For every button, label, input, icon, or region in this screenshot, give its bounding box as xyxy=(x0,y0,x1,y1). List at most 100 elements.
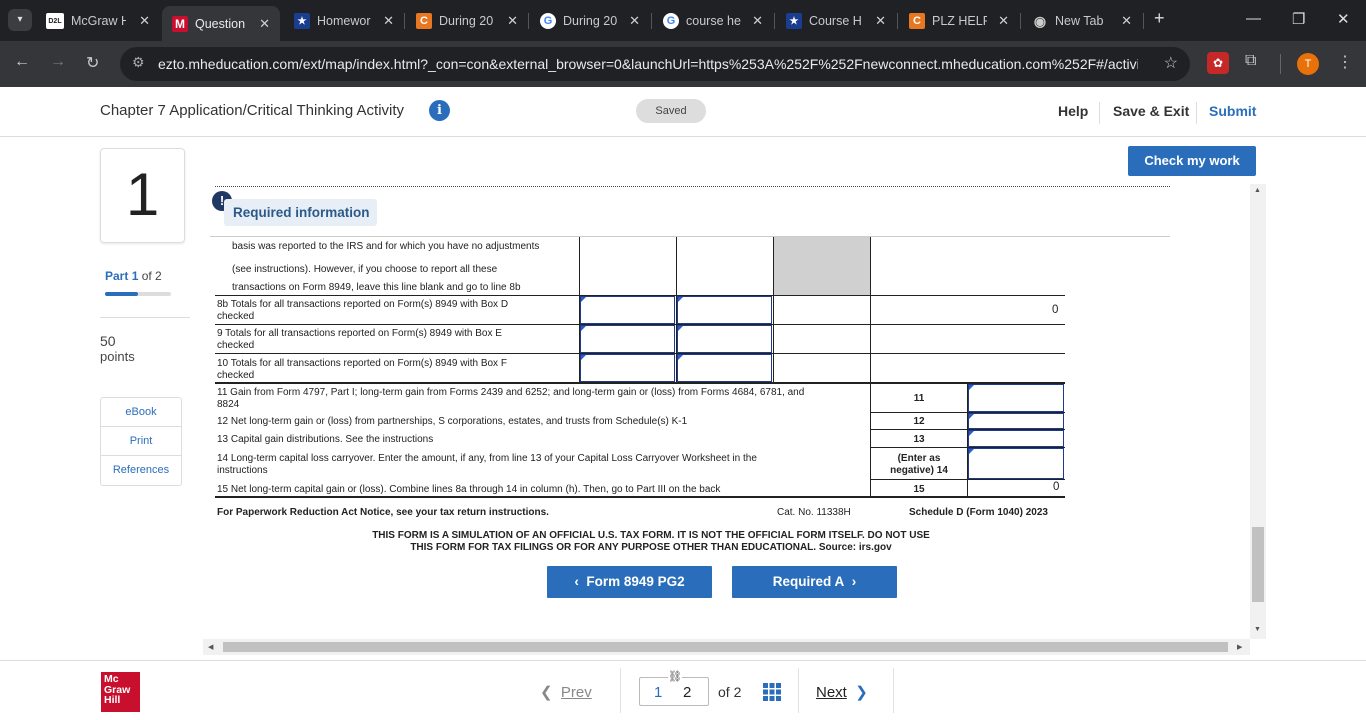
mcgraw-m-icon: M xyxy=(172,15,188,32)
chegg-icon: C xyxy=(416,13,432,29)
line-9-text-2: checked xyxy=(217,340,255,351)
required-information-banner[interactable]: Required information xyxy=(224,199,377,226)
star-bookmark-icon: ★ xyxy=(786,13,802,29)
line-15-number: 15 xyxy=(913,484,925,495)
grid-view-icon[interactable] xyxy=(763,683,781,701)
prev-form-button[interactable]: ‹ Form 8949 PG2 xyxy=(547,566,712,598)
chevron-left-icon: ‹ xyxy=(574,574,579,589)
line-11-input[interactable] xyxy=(968,384,1064,412)
google-icon: G xyxy=(540,13,556,29)
tab-close-icon[interactable]: ✕ xyxy=(752,13,763,28)
tab-close-icon[interactable]: ✕ xyxy=(998,13,1009,28)
tab-close-icon[interactable]: ✕ xyxy=(259,15,270,31)
scroll-right-arrow-icon[interactable]: ▶ xyxy=(1237,644,1243,651)
prev-form-label: Form 8949 PG2 xyxy=(586,574,685,589)
line-8b-cost-input[interactable] xyxy=(677,296,772,324)
browser-tab-new-tab[interactable]: ◉ New Tab ✕ xyxy=(1032,8,1132,34)
tab-label: course he xyxy=(686,14,741,28)
current-page-number[interactable]: 1 xyxy=(654,684,663,701)
profile-avatar[interactable]: T xyxy=(1297,53,1319,75)
save-exit-link[interactable]: Save & Exit xyxy=(1113,103,1190,119)
tab-close-icon[interactable]: ✕ xyxy=(507,13,518,28)
browser-tab-course-help[interactable]: G course he ✕ xyxy=(663,8,763,34)
help-link[interactable]: Help xyxy=(1058,103,1089,119)
prev-question-button[interactable]: ❮ Prev xyxy=(540,683,592,701)
back-arrow-icon[interactable]: ← xyxy=(14,53,30,70)
tab-label: Question xyxy=(195,16,246,31)
ebook-link[interactable]: eBook xyxy=(101,398,181,427)
browser-tab-homework[interactable]: ★ Homewor ✕ xyxy=(294,8,394,34)
line-10-proceeds-input[interactable] xyxy=(580,354,675,382)
line-8b-proceeds-input[interactable] xyxy=(580,296,675,324)
tab-label: During 20 xyxy=(439,14,494,28)
tab-close-icon[interactable]: ✕ xyxy=(1121,13,1132,28)
forward-arrow-icon[interactable]: → xyxy=(50,53,66,70)
tab-close-icon[interactable]: ✕ xyxy=(629,13,640,28)
browser-tab-plz-help[interactable]: C PLZ HELP ✕ xyxy=(909,8,1009,34)
line-11-number: 11 xyxy=(913,393,925,404)
browser-tab-during-1[interactable]: C During 20 ✕ xyxy=(416,8,518,34)
browser-tab-mcgraw[interactable]: D2L McGraw H ✕ xyxy=(46,8,150,34)
line-14-input[interactable] xyxy=(968,448,1064,479)
scroll-down-arrow-icon[interactable]: ▼ xyxy=(1254,626,1261,633)
page-selector[interactable]: ⛓ 1 2 xyxy=(639,670,709,706)
check-my-work-button[interactable]: Check my work xyxy=(1128,146,1256,176)
restore-icon[interactable]: ❐ xyxy=(1292,11,1306,28)
reload-icon[interactable]: ↻ xyxy=(86,55,100,72)
disclaimer-line-2: THIS FORM FOR TAX FILINGS OR FOR ANY PUR… xyxy=(410,542,892,553)
part-indicator: Part 1 of 2 xyxy=(105,269,162,283)
close-window-icon[interactable]: ✕ xyxy=(1337,11,1350,28)
question-content-pane xyxy=(203,184,1250,639)
browser-tab-during-2[interactable]: G During 20 ✕ xyxy=(540,8,640,34)
line-8a-text-1: basis was reported to the IRS and for wh… xyxy=(232,241,540,252)
line-9-cost-input[interactable] xyxy=(677,325,772,353)
vertical-scroll-thumb[interactable] xyxy=(1252,527,1264,602)
next-required-button[interactable]: Required A › xyxy=(732,566,897,598)
url-text[interactable]: ezto.mheducation.com/ext/map/index.html?… xyxy=(158,56,1138,72)
line-13-input[interactable] xyxy=(968,430,1064,447)
line-10-cost-input[interactable] xyxy=(677,354,772,382)
scroll-up-arrow-icon[interactable]: ▲ xyxy=(1254,187,1261,194)
info-icon[interactable]: i xyxy=(429,100,450,121)
browser-tab-course-h[interactable]: ★ Course H ✕ xyxy=(786,8,886,34)
tab-close-icon[interactable]: ✕ xyxy=(875,13,886,28)
line-9-text-1: 9 Totals for all transactions reported o… xyxy=(217,328,502,339)
submit-link[interactable]: Submit xyxy=(1209,103,1257,119)
line-13-text: 13 Capital gain distributions. See the i… xyxy=(217,434,434,445)
references-link[interactable]: References xyxy=(112,464,170,476)
line-12-input[interactable] xyxy=(968,413,1064,429)
form-name: Schedule D (Form 1040) 2023 xyxy=(909,507,1048,518)
print-link[interactable]: Print xyxy=(101,427,181,456)
tab-close-icon[interactable]: ✕ xyxy=(383,13,394,28)
paperwork-notice: For Paperwork Reduction Act Notice, see … xyxy=(217,507,549,518)
horizontal-scroll-thumb[interactable] xyxy=(223,642,1228,652)
page-number-2[interactable]: 2 xyxy=(683,684,692,701)
browser-toolbar: ← → ↻ ⚙ ezto.mheducation.com/ext/map/ind… xyxy=(0,41,1366,87)
tab-search-icon[interactable]: ▾ xyxy=(8,9,32,31)
browser-tab-strip: ▾ D2L McGraw H ✕ M Question ✕ ★ Homewor … xyxy=(0,0,1366,41)
browser-menu-icon[interactable]: ⋮ xyxy=(1337,54,1353,71)
line-8b-text-1: 8b Totals for all transactions reported … xyxy=(217,299,509,310)
tab-close-icon[interactable]: ✕ xyxy=(139,13,150,28)
browser-tab-question[interactable]: M Question ✕ xyxy=(162,6,280,41)
extension-icon[interactable]: ✿ xyxy=(1207,52,1229,74)
points-label: points xyxy=(100,349,135,364)
extensions-puzzle-icon[interactable]: ⧉ xyxy=(1245,52,1257,69)
d2l-icon: D2L xyxy=(46,13,64,29)
scroll-left-arrow-icon[interactable]: ◀ xyxy=(208,644,214,651)
line-10-text-1: 10 Totals for all transactions reported … xyxy=(217,358,507,369)
bookmark-star-icon[interactable]: ☆ xyxy=(1163,55,1178,72)
site-settings-icon[interactable]: ⚙ xyxy=(132,54,145,70)
minimize-icon[interactable]: — xyxy=(1246,10,1261,27)
line-13-number: 13 xyxy=(913,434,925,445)
part-current: 1 xyxy=(131,269,139,283)
new-tab-plus-icon[interactable]: + xyxy=(1154,8,1165,28)
horizontal-scrollbar[interactable]: ◀ ▶ xyxy=(203,639,1250,655)
next-question-button[interactable]: Next ❯ xyxy=(816,683,868,701)
address-bar[interactable]: ⚙ ezto.mheducation.com/ext/map/index.htm… xyxy=(120,47,1190,81)
line-9-proceeds-input[interactable] xyxy=(580,325,675,353)
points-display: 50 points xyxy=(100,333,135,364)
line-15-text: 15 Net long-term capital gain or (loss).… xyxy=(217,484,721,495)
vertical-scrollbar[interactable]: ▲ ▼ xyxy=(1250,184,1266,639)
prev-label: Prev xyxy=(560,684,592,701)
